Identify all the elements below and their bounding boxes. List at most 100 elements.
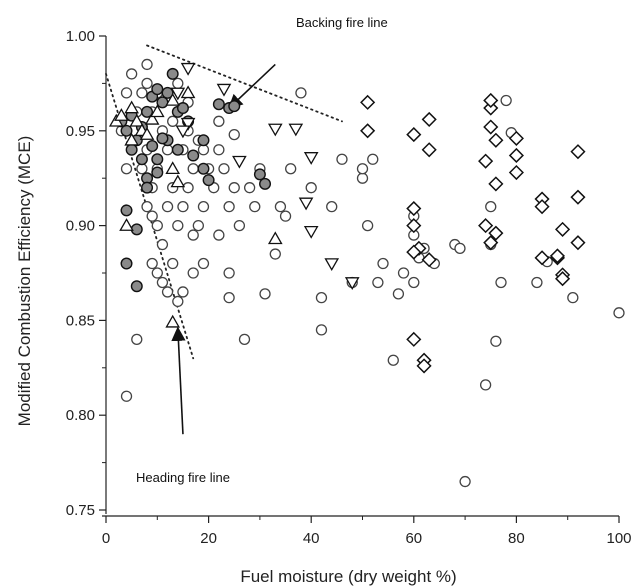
data-point-open-circle (315, 291, 328, 304)
axes (99, 35, 620, 523)
data-point-open-circle (141, 200, 153, 213)
data-point-diamond (421, 252, 437, 268)
data-point-filled-circle (171, 143, 184, 156)
data-point-open-circle (187, 267, 199, 279)
data-point-open-circle (141, 58, 153, 71)
data-point-open-circle (177, 200, 189, 213)
x-tick-label: 100 (606, 530, 631, 547)
data-point-open-circle (228, 128, 240, 141)
data-point-open-circle (500, 94, 512, 107)
data-point-diamond (549, 248, 566, 264)
data-point-open-circle (531, 276, 543, 289)
data-point-open-circle (356, 172, 369, 184)
data-point-triangle-up (149, 104, 165, 118)
data-point-filled-circle (156, 132, 169, 145)
data-point-triangle-up (267, 231, 283, 245)
data-point-filled-circle (176, 102, 189, 115)
data-point-filled-circle (197, 162, 210, 175)
data-point-open-circle (172, 219, 184, 232)
data-point-open-circle (218, 163, 230, 175)
data-point-triangle-down (216, 83, 232, 97)
data-point-filled-circle (212, 98, 225, 111)
data-point-open-circle (243, 182, 256, 194)
data-point-open-circle (397, 267, 410, 279)
data-point-diamond (406, 218, 422, 234)
x-tick-label: 20 (200, 530, 217, 547)
data-point-open-circle (223, 200, 235, 213)
data-point-triangle-up (144, 111, 160, 125)
data-point-triangle-up (170, 174, 186, 188)
data-point-filled-circle (161, 86, 174, 99)
data-point-triangle-down (303, 152, 319, 165)
y-axis-title: Modified Combustion Efficiency (MCE) (15, 136, 34, 427)
data-point-diamond (406, 244, 422, 260)
data-point-open-circle (361, 219, 374, 232)
data-point-open-circle (392, 288, 405, 300)
data-point-open-circle (213, 229, 225, 241)
data-point-open-circle (120, 163, 133, 175)
data-point-filled-circle (141, 105, 154, 118)
data-point-triangle-up (114, 108, 129, 121)
data-point-diamond (508, 164, 524, 181)
annotation-label: Heading fire line (136, 470, 230, 485)
data-point-open-circle (197, 257, 210, 270)
data-point-filled-circle (166, 67, 179, 80)
data-point-open-circle (223, 291, 235, 304)
data-point-diamond (508, 130, 524, 146)
x-axis-title: Fuel moisture (dry weight %) (240, 567, 456, 586)
data-point-open-circle (269, 248, 281, 260)
data-point-filled-circle (151, 166, 164, 179)
data-point-diamond (360, 123, 376, 139)
data-points (108, 58, 625, 488)
data-point-open-circle (146, 257, 158, 270)
data-point-open-circle (120, 87, 133, 99)
data-point-filled-circle (151, 83, 164, 96)
data-point-open-circle (238, 333, 251, 346)
data-point-diamond (406, 127, 422, 143)
data-point-open-circle (367, 153, 379, 165)
data-point-diamond (483, 100, 499, 116)
data-point-open-circle (141, 77, 153, 90)
data-point-diamond (534, 199, 550, 215)
data-point-filled-circle (141, 181, 154, 194)
data-point-diamond (570, 189, 586, 205)
data-point-open-circle (187, 163, 199, 175)
data-point-triangle-down (175, 125, 191, 139)
data-point-open-circle (167, 115, 179, 127)
data-point-filled-circle (120, 257, 133, 270)
x-tick-label: 60 (405, 530, 422, 547)
data-point-open-circle (156, 238, 169, 251)
data-point-filled-circle (125, 143, 138, 156)
data-point-open-circle (161, 286, 174, 298)
data-point-triangle-down (232, 155, 247, 169)
data-point-diamond (483, 119, 499, 135)
data-point-triangle-down (180, 62, 196, 76)
annotation-label: Backing fire line (296, 15, 388, 30)
data-point-triangle-up (165, 161, 181, 175)
data-point-triangle-up (119, 218, 134, 231)
data-point-open-circle (177, 286, 189, 298)
data-point-filled-circle (228, 100, 241, 113)
data-point-open-circle (161, 200, 174, 213)
data-point-open-circle (485, 200, 497, 213)
data-point-filled-circle (151, 153, 164, 166)
data-point-triangle-up (165, 92, 181, 106)
data-point-diamond (483, 235, 499, 251)
data-point-diamond (483, 92, 499, 109)
data-point-diamond (570, 235, 586, 251)
data-point-open-circle (305, 182, 317, 194)
data-point-open-circle (479, 379, 492, 391)
data-point-open-circle (151, 267, 163, 279)
data-point-open-circle (326, 200, 338, 213)
data-point-open-circle (151, 219, 163, 232)
data-point-open-circle (490, 335, 502, 347)
y-tick-label: 0.75 (66, 502, 95, 519)
data-point-diamond (508, 147, 524, 164)
data-point-open-circle (167, 257, 179, 270)
data-point-open-circle (136, 87, 148, 99)
data-point-filled-circle (135, 153, 148, 166)
data-point-open-circle (125, 68, 138, 80)
data-point-open-circle (613, 307, 625, 319)
data-point-filled-circle (130, 223, 143, 236)
